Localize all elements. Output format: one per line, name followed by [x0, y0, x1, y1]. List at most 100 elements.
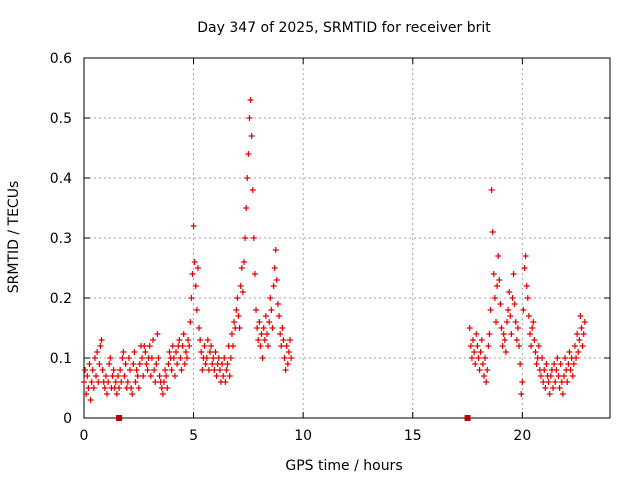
data-point: [577, 313, 584, 319]
data-point: [105, 379, 112, 385]
data-point: [198, 349, 205, 355]
data-point: [279, 325, 286, 331]
data-point: [211, 367, 218, 373]
data-point: [144, 367, 151, 373]
data-point: [148, 355, 155, 361]
data-point: [566, 349, 573, 355]
data-point: [128, 385, 135, 391]
data-point: [541, 367, 548, 373]
data-point: [117, 367, 124, 373]
data-point: [483, 379, 490, 385]
data-point: [237, 283, 244, 289]
data-point: [264, 331, 271, 337]
data-point: [256, 319, 263, 325]
data-point: [219, 361, 226, 367]
data-point: [136, 361, 143, 367]
data-point: [107, 355, 114, 361]
data-point: [185, 337, 192, 343]
data-point: [102, 373, 109, 379]
data-point: [82, 367, 89, 373]
data-point: [505, 307, 512, 313]
data-point: [204, 337, 211, 343]
data-point: [560, 373, 567, 379]
data-point: [531, 337, 538, 343]
data-point: [90, 385, 97, 391]
data-point: [140, 373, 147, 379]
data-point: [124, 379, 131, 385]
data-point: [188, 295, 195, 301]
data-point: [473, 331, 480, 337]
data-point: [567, 367, 574, 373]
x-tick-label: 20: [513, 428, 531, 444]
data-point: [257, 343, 264, 349]
data-point: [101, 385, 108, 391]
x-axis-label: GPS time / hours: [285, 458, 402, 474]
data-point: [192, 283, 199, 289]
data-point: [236, 325, 243, 331]
data-point: [282, 367, 289, 373]
y-tick-label: 0.1: [50, 351, 72, 367]
data-point: [485, 343, 492, 349]
data-point: [478, 337, 485, 343]
data-point: [556, 385, 563, 391]
data-point: [196, 325, 203, 331]
data-point: [150, 337, 157, 343]
data-point: [580, 331, 587, 337]
data-point: [495, 253, 502, 259]
data-point: [527, 331, 534, 337]
data-point: [209, 361, 216, 367]
data-point: [125, 355, 132, 361]
data-point: [162, 367, 169, 373]
data-point: [88, 379, 95, 385]
data-point: [85, 385, 92, 391]
data-point: [133, 367, 140, 373]
data-point: [574, 331, 581, 337]
data-point: [550, 385, 557, 391]
data-point: [207, 349, 214, 355]
data-point: [141, 343, 148, 349]
data-point: [250, 235, 257, 241]
x-tick-label: 15: [404, 428, 422, 444]
data-point: [480, 373, 487, 379]
data-point: [468, 355, 475, 361]
data-point: [220, 373, 227, 379]
data-point: [176, 337, 183, 343]
data-point: [106, 361, 113, 367]
data-point: [516, 343, 523, 349]
data-point: [156, 373, 163, 379]
data-point: [91, 355, 98, 361]
data-point: [231, 319, 238, 325]
y-axis-label: SRMTID / TECUs: [6, 181, 22, 294]
data-point: [278, 343, 285, 349]
data-point: [173, 349, 180, 355]
data-point: [285, 349, 292, 355]
data-point: [255, 337, 262, 343]
data-point: [528, 343, 535, 349]
data-point: [151, 367, 158, 373]
data-point: [177, 355, 184, 361]
data-point: [221, 355, 228, 361]
data-point: [122, 361, 129, 367]
data-point: [247, 97, 254, 103]
data-point: [501, 337, 508, 343]
data-point: [530, 319, 537, 325]
data-point: [235, 313, 242, 319]
data-point: [181, 361, 188, 367]
data-point: [268, 307, 275, 313]
data-point: [166, 349, 173, 355]
data-point: [512, 319, 519, 325]
data-point: [281, 355, 288, 361]
data-point: [135, 385, 142, 391]
data-point: [84, 373, 91, 379]
data-point: [152, 379, 159, 385]
data-point: [489, 229, 496, 235]
data-point: [233, 307, 240, 313]
data-point: [487, 307, 494, 313]
data-point: [226, 373, 233, 379]
data-point: [127, 367, 134, 373]
data-point: [168, 367, 175, 373]
data-point: [509, 295, 516, 301]
data-point: [118, 379, 125, 385]
data-point: [280, 337, 287, 343]
data-point: [184, 355, 191, 361]
